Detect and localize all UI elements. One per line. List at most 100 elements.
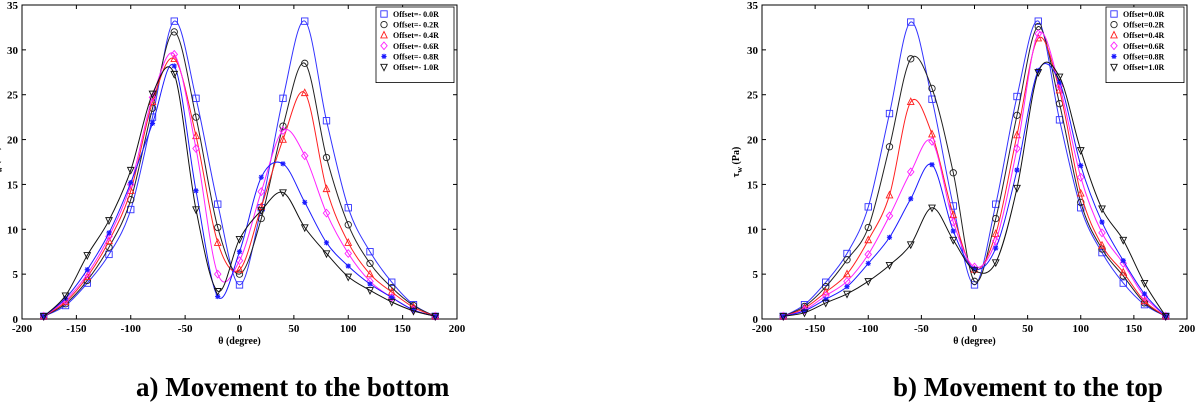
data-point <box>214 200 222 208</box>
data-point <box>279 122 287 130</box>
data-point <box>61 292 70 301</box>
data-point <box>257 202 266 211</box>
series-line <box>783 25 1167 317</box>
data-point <box>885 109 894 118</box>
data-point <box>410 307 417 313</box>
data-point <box>864 203 872 211</box>
x-tick-label: 150 <box>394 323 411 335</box>
chart-b: -200 -150 -100 -50 0 50 100 150 200 0 5 10 15 20 25 30 3… <box>731 0 1196 347</box>
data-point <box>214 223 222 232</box>
x-tick-label: -150 <box>66 323 87 335</box>
data-point <box>885 211 894 221</box>
data-point <box>105 250 113 259</box>
legend-label: Offset=- 0.0R <box>393 10 439 19</box>
data-point <box>779 313 788 322</box>
caption-b: b) Movement to the top <box>893 372 1163 402</box>
data-point <box>821 299 830 308</box>
x-tick-label: 150 <box>1126 323 1143 335</box>
data-point <box>843 290 851 299</box>
data-point <box>388 278 396 286</box>
y-tick-label: 5 <box>13 269 19 281</box>
data-point <box>170 28 178 36</box>
data-point <box>971 266 978 272</box>
legend-marker <box>380 63 388 72</box>
data-point <box>864 223 872 232</box>
legend-label: Offset=1.0R <box>1123 63 1164 72</box>
series-line <box>43 20 436 317</box>
legend-label: Offset=0.2R <box>1123 21 1164 30</box>
data-point <box>1076 147 1085 156</box>
data-point <box>106 230 112 236</box>
data-point <box>906 241 915 250</box>
data-point <box>1035 67 1041 74</box>
data-point <box>344 273 353 282</box>
data-point <box>300 88 309 97</box>
data-point <box>366 259 374 268</box>
data-point <box>170 70 179 79</box>
data-point <box>1077 198 1085 207</box>
series-line <box>43 31 436 317</box>
data-point <box>39 313 48 322</box>
data-point <box>907 55 915 63</box>
x-tick-label: -50 <box>178 323 193 335</box>
data-point <box>864 278 873 287</box>
legend-marker <box>381 53 387 59</box>
y-axis-label-unit: (Pa) <box>731 147 742 167</box>
x-axis-label: θ (degree) <box>218 336 261 347</box>
data-point <box>170 54 179 62</box>
data-point <box>149 120 156 127</box>
data-point <box>170 17 178 25</box>
data-point <box>801 308 808 314</box>
data-point <box>344 249 353 259</box>
data-point <box>906 97 915 106</box>
data-point <box>279 134 287 143</box>
data-point <box>84 267 90 273</box>
x-tick-label: 100 <box>340 323 357 335</box>
data-point <box>970 277 979 285</box>
data-point <box>171 63 177 69</box>
data-point <box>148 90 157 99</box>
data-point <box>949 202 957 210</box>
data-point <box>300 224 309 233</box>
data-point <box>949 236 958 245</box>
legend-label: Offset=0.4R <box>1123 31 1164 40</box>
data-point <box>1119 236 1128 245</box>
data-point <box>1055 81 1064 91</box>
data-point <box>279 126 287 136</box>
data-point <box>885 262 894 270</box>
data-point <box>821 287 830 296</box>
data-point <box>388 283 396 292</box>
data-point <box>258 174 264 180</box>
data-point <box>929 162 935 168</box>
data-point <box>322 250 331 259</box>
data-point <box>366 248 374 256</box>
data-point <box>949 217 958 227</box>
x-tick-label: -150 <box>805 323 826 335</box>
data-point <box>236 249 243 255</box>
data-point <box>886 234 893 240</box>
data-point <box>1140 279 1149 288</box>
data-point <box>885 143 894 151</box>
data-point <box>843 256 851 264</box>
y-tick-label: 35 <box>7 0 19 12</box>
y-tick-label: 30 <box>747 45 759 57</box>
y-tick-label: 20 <box>747 135 759 147</box>
data-point <box>864 235 873 244</box>
data-point <box>257 207 266 216</box>
legend-box <box>375 6 455 83</box>
data-point <box>823 296 829 302</box>
legend-marker <box>1110 41 1118 51</box>
y-axis-label-subscript: w <box>735 167 744 173</box>
data-point <box>170 49 179 59</box>
data-point <box>1098 240 1106 249</box>
data-point <box>970 267 979 276</box>
data-point <box>367 281 373 287</box>
data-point <box>387 287 396 296</box>
data-point <box>993 245 999 251</box>
data-point <box>928 84 936 93</box>
data-point <box>300 151 309 161</box>
data-point <box>148 113 157 121</box>
data-point <box>280 161 286 167</box>
x-tick-label: 200 <box>1179 323 1196 335</box>
y-axis-label-symbol: τ <box>731 172 742 177</box>
